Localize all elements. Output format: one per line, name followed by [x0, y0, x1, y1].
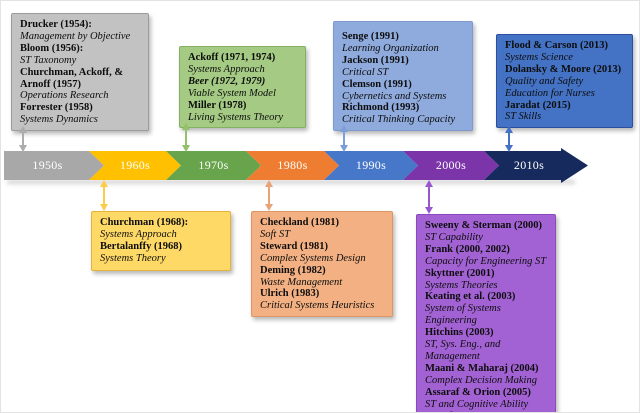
entry-name: Hitchins (2003): [425, 327, 494, 339]
era-box-1970s: Ackoff (1971, 1974) Systems Approach Beer …: [179, 46, 306, 129]
entry-description: Quality and Safety Education for Nurses: [505, 75, 595, 99]
timeline-segment-1950s: 1950s: [4, 151, 104, 180]
connector-line: [507, 131, 511, 147]
entry-description: Soft ST: [260, 228, 291, 240]
entry-description: Systems Approach: [188, 63, 265, 75]
timeline-segment-2000s: 2000s: [403, 151, 499, 180]
entry-description: ST Skills: [505, 111, 542, 123]
entry-name: Bertalanffy (1968): [100, 240, 182, 252]
arrow-up-icon: [99, 180, 108, 187]
timeline-segment-2010s-arrowhead: 2010s: [484, 148, 588, 183]
connector-line: [21, 131, 25, 147]
timeline-label-2000s: 2000s: [435, 158, 467, 172]
entry-name: Senge (1991): [342, 31, 399, 42]
era-box-1950s: Drucker (1954): Management by Objective Bl…: [11, 13, 149, 132]
entry-description: Complex Decision Making: [425, 374, 537, 386]
entry-name: Boardman & Sauser (2008): [425, 411, 547, 413]
timeline-segment-1990s: 1990s: [324, 151, 418, 180]
entry-description: Cybernetics and Systems: [342, 90, 447, 102]
entry-description: Critical Thinking Capacity: [342, 114, 456, 126]
entry-name: Drucker (1954):: [20, 19, 92, 30]
timeline-label-1970s: 1970s: [198, 158, 229, 172]
arrow-up-icon: [339, 125, 348, 132]
timeline-segment-1970s: 1970s: [166, 151, 261, 180]
entry-name: Assaraf & Orion (2005): [425, 386, 531, 398]
arrow-down-icon: [504, 145, 513, 152]
arrow-down-icon: [264, 204, 273, 211]
entry-description: Learning Organization: [342, 42, 439, 54]
entry-name: Maani & Maharaj (2004): [425, 362, 539, 374]
entry-description: Critical Systems Heuristics: [260, 300, 375, 312]
era-box-1960s: Churchman (1968): Systems Approach Bertala…: [91, 211, 231, 271]
entry-name: Churchman (1968):: [100, 217, 189, 228]
entry-description: Living Systems Theory: [188, 111, 284, 123]
arrow-down-icon: [18, 145, 27, 152]
connector-line: [102, 185, 106, 206]
entry-description: ST Taxonomy: [20, 54, 77, 66]
entry-name: Steward (1981): [260, 240, 328, 252]
entry-name: Checkland (1981): [260, 217, 340, 228]
timeline-label-1990s: 1990s: [355, 158, 387, 172]
timeline-segment-1960s: 1960s: [89, 151, 181, 180]
entry-name: Jackson (1991): [342, 54, 409, 66]
entry-description: Critical ST: [342, 66, 389, 78]
connector-line: [427, 185, 431, 209]
arrow-up-icon: [424, 180, 433, 187]
entry-name: Miller (1978): [188, 99, 247, 111]
era-box-2010s: Flood & Carson (2013) Systems Science Dola…: [496, 34, 633, 129]
entry-name: Frank (2000, 2002): [425, 243, 510, 255]
entry-description: Complex Systems Design: [260, 252, 366, 264]
arrow-up-icon: [264, 180, 273, 187]
arrow-up-icon: [18, 126, 27, 133]
arrow-down-icon: [424, 207, 433, 214]
entry-description: ST, Sys. Eng., and Management: [425, 339, 501, 362]
entry-name: Dolansky & Moore (2013): [505, 63, 622, 75]
entry-description: Systems Dynamics: [20, 114, 98, 126]
entry-name: Forrester (1958): [20, 102, 93, 114]
entry-description: Systems Science: [505, 51, 573, 63]
era-box-1990s: Senge (1991) Learning Organization Jackson…: [333, 21, 473, 132]
arrow-down-icon: [181, 145, 190, 152]
timeline-segment-1980s: 1980s: [246, 151, 339, 180]
connector-line: [267, 185, 271, 206]
entry-name: Churchman, Ackoff, & Arnoff (1957): [20, 66, 124, 90]
entry-description: System of Systems Engineering: [425, 303, 501, 327]
entry-name: Ulrich (1983): [260, 288, 320, 300]
entry-name: Keating et al. (2003): [425, 291, 516, 303]
connector-line: [184, 128, 188, 147]
timeline-shadow: [7, 180, 575, 184]
entry-description: Systems Approach: [100, 228, 177, 240]
entry-name: Clemson (1991): [342, 78, 412, 90]
entry-name: Bloom (1956):: [20, 42, 84, 54]
entry-description: Systems Theory: [100, 252, 166, 264]
entry-name: Flood & Carson (2013): [505, 40, 608, 51]
entry-name: Jaradat (2015): [505, 99, 571, 111]
entry-description: Systems Theories: [425, 279, 498, 291]
entry-name: Richmond (1993): [342, 102, 420, 114]
connector-line: [342, 130, 346, 147]
entry-name: Deming (1982): [260, 264, 326, 276]
entry-name: Sweeny & Sterman (2000): [425, 220, 542, 231]
entry-description: Waste Management: [260, 276, 343, 288]
entry-description: Operations Research: [20, 90, 109, 102]
arrow-down-icon: [339, 145, 348, 152]
timeline-label-2010s: 2010s: [513, 158, 545, 172]
entry-name: Skyttner (2001): [425, 267, 495, 279]
arrow-down-icon: [99, 204, 108, 211]
entry-name: Beer (1972, 1979): [188, 75, 266, 87]
era-box-1980s: Checkland (1981) Soft ST Steward (1981) Com…: [251, 211, 393, 318]
arrow-up-icon: [504, 126, 513, 133]
entry-description: Viable System Model: [188, 87, 276, 99]
timeline-label-1950s: 1950s: [32, 158, 63, 172]
timeline-label-1960s: 1960s: [119, 158, 151, 172]
era-box-2000s: Sweeny & Sterman (2000) ST Capability Fran…: [416, 214, 556, 413]
entry-description: ST Capability: [425, 231, 483, 243]
arrow-up-icon: [181, 123, 190, 130]
entry-description: Capacity for Engineering ST: [425, 255, 547, 267]
timeline-label-1980s: 1980s: [277, 158, 308, 172]
entry-name: Ackoff (1971, 1974): [188, 52, 276, 63]
entry-description: Management by Objective: [20, 30, 131, 42]
entry-description: ST and Cognitive Ability: [425, 398, 529, 410]
